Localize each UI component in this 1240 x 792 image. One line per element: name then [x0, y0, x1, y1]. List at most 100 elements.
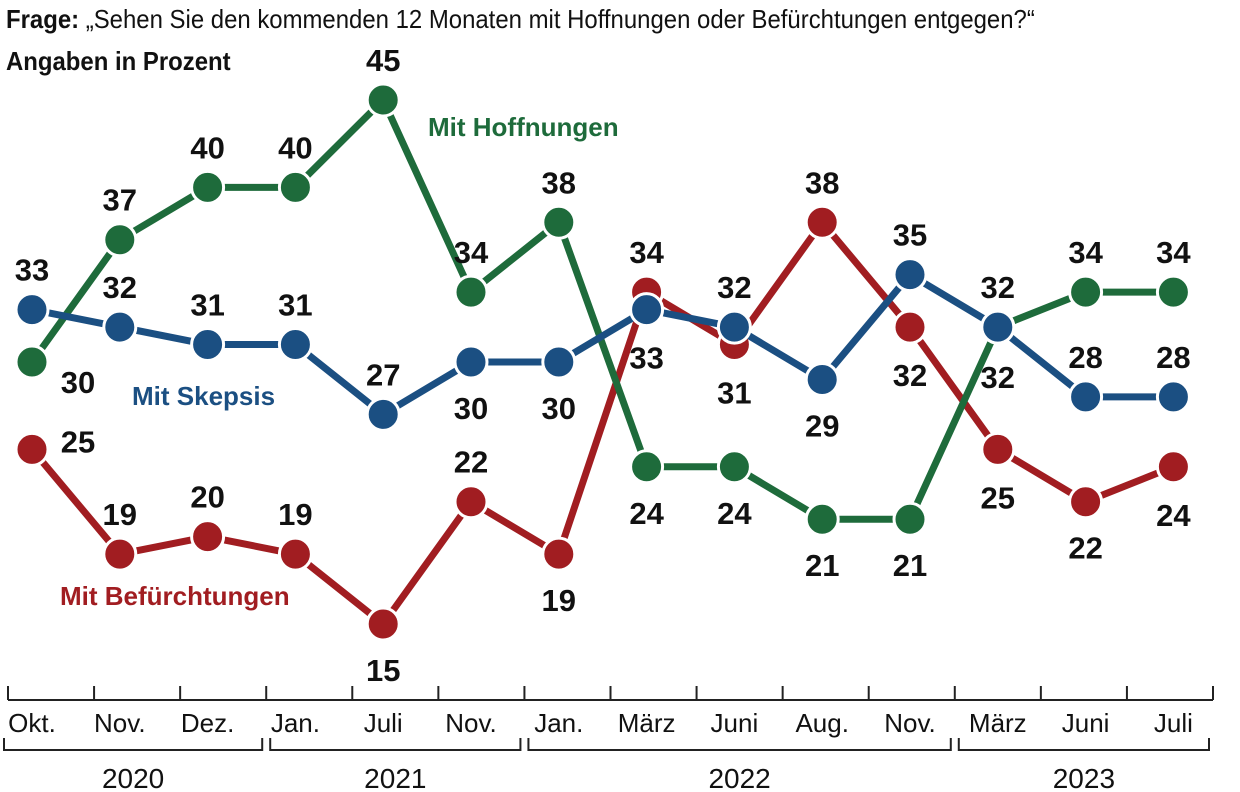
data-point	[804, 361, 840, 397]
year-bracket-line	[3, 738, 264, 751]
year-bracket-line	[269, 738, 522, 751]
data-label: 35	[893, 218, 927, 253]
data-point	[541, 204, 577, 240]
data-label: 21	[893, 548, 927, 583]
data-point	[190, 519, 226, 555]
data-label: 40	[278, 130, 312, 165]
year-bracket: 2022	[527, 738, 952, 792]
data-label: 34	[629, 235, 664, 270]
chart-subtitle: Angaben in Prozent	[6, 46, 231, 76]
x-tick-label: Okt.	[8, 708, 56, 738]
data-label: 15	[366, 653, 400, 688]
data-label: 30	[542, 391, 576, 426]
data-point	[277, 536, 313, 572]
data-point	[980, 431, 1016, 467]
data-point	[14, 344, 50, 380]
data-label: 45	[366, 43, 400, 78]
data-label: 21	[805, 548, 839, 583]
chart-title: Frage: „Sehen Sie den kommenden 12 Monat…	[6, 4, 1035, 35]
data-point	[365, 606, 401, 642]
x-tick-label: Nov.	[94, 708, 146, 738]
data-label: 20	[190, 480, 224, 515]
data-label: 25	[981, 480, 1015, 515]
data-label: 34	[1156, 235, 1191, 270]
data-label: 24	[629, 496, 664, 531]
data-label: 31	[717, 376, 751, 411]
year-bracket: 2021	[269, 738, 522, 792]
year-label: 2023	[1053, 763, 1115, 792]
x-tick-label: Juli	[1154, 708, 1193, 738]
data-label: 28	[1156, 340, 1190, 375]
x-tick-label: Aug.	[795, 708, 849, 738]
data-label: 38	[542, 165, 576, 200]
x-tick-label: Jan.	[534, 708, 583, 738]
data-point	[1068, 379, 1104, 415]
data-point	[541, 344, 577, 380]
data-point	[892, 501, 928, 537]
data-point	[1155, 274, 1191, 310]
data-label: 37	[103, 183, 137, 218]
data-label: 19	[278, 497, 312, 532]
data-label: 22	[454, 445, 488, 480]
data-point	[365, 396, 401, 432]
year-bracket: 2023	[957, 738, 1210, 792]
title-question: „Sehen Sie den kommenden 12 Monaten mit …	[85, 4, 1035, 34]
x-tick-label: Nov.	[445, 708, 497, 738]
data-labels: 25 19 20 19 15 22 19 34 31 38 32 25 22 24 Mit Befürcht…	[60, 165, 1191, 688]
year-bracket-line	[527, 738, 952, 751]
data-label: 24	[717, 496, 752, 531]
data-point	[102, 222, 138, 258]
data-label: 30	[454, 391, 488, 426]
data-label: 25	[61, 424, 95, 459]
data-point	[14, 431, 50, 467]
data-label: 30	[61, 365, 95, 400]
data-point	[980, 309, 1016, 345]
data-label: 27	[366, 357, 400, 392]
data-point	[277, 327, 313, 363]
data-label: 34	[454, 235, 489, 270]
data-label: 31	[190, 288, 224, 323]
series-label: Mit Skepsis	[132, 381, 275, 411]
data-labels: 33 32 31 31 27 30 30 33 32 29 35 32 28 28 Mit Skepsis	[15, 218, 1191, 444]
year-label: 2022	[708, 763, 770, 792]
data-point	[453, 344, 489, 380]
x-tick-label: Nov.	[884, 708, 936, 738]
data-point	[190, 169, 226, 205]
data-label: 32	[981, 270, 1015, 305]
year-bracket: 2020	[3, 738, 264, 792]
x-tick-label: Juli	[364, 708, 403, 738]
data-point	[453, 484, 489, 520]
year-bracket-line	[957, 738, 1210, 751]
data-point	[277, 169, 313, 205]
data-label: 22	[1068, 531, 1102, 566]
x-tick-label: Juni	[711, 708, 759, 738]
x-tick-label: Jan.	[271, 708, 320, 738]
data-label: 34	[1068, 235, 1103, 270]
data-label: 33	[15, 253, 49, 288]
data-point	[14, 292, 50, 328]
year-label: 2021	[364, 763, 426, 792]
data-point	[804, 501, 840, 537]
series-mit-skepsis	[14, 257, 1191, 432]
series-label: Mit Befürchtungen	[60, 581, 290, 611]
x-tick-label: Dez.	[181, 708, 234, 738]
data-point	[541, 536, 577, 572]
data-label: 24	[1156, 498, 1191, 533]
data-label: 40	[190, 130, 224, 165]
data-point	[1155, 379, 1191, 415]
data-label: 32	[103, 270, 137, 305]
x-tick-label: März	[618, 708, 676, 738]
data-point	[102, 309, 138, 345]
data-point	[629, 292, 665, 328]
data-label: 32	[717, 270, 751, 305]
data-point	[102, 536, 138, 572]
data-label: 19	[542, 583, 576, 618]
data-point	[453, 274, 489, 310]
data-label: 28	[1068, 340, 1102, 375]
data-point	[190, 327, 226, 363]
data-label: 32	[981, 360, 1015, 395]
x-tick-label: Juni	[1062, 708, 1110, 738]
data-label: 33	[629, 341, 663, 376]
data-label: 31	[278, 288, 312, 323]
data-point	[629, 449, 665, 485]
